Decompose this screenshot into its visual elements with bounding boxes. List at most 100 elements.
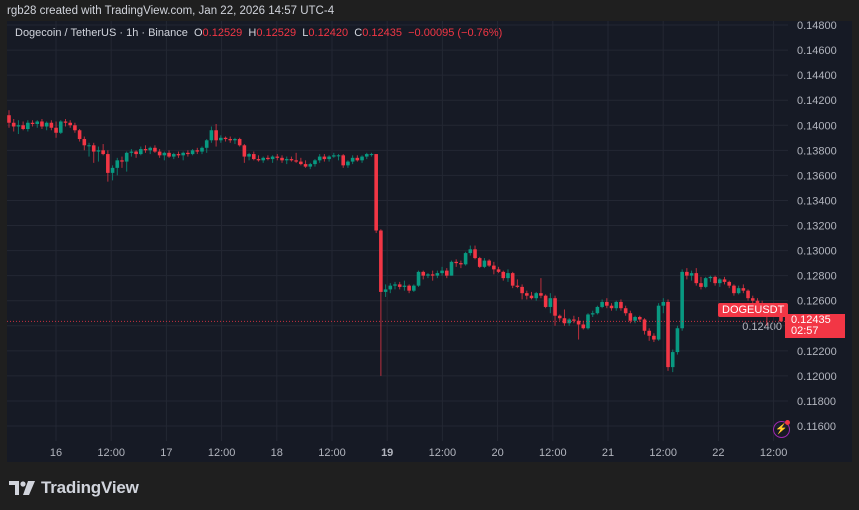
candle-down [529, 295, 534, 299]
candle-up [383, 289, 388, 292]
candle-up [614, 301, 619, 309]
candle-down [444, 270, 449, 276]
candle-up [393, 284, 397, 286]
candle-down [459, 263, 463, 265]
candle-down [289, 159, 294, 161]
candle-up [313, 160, 317, 165]
candle-up [416, 271, 421, 286]
candlestick-chart[interactable]: 0.14800 0.14600 0.14400 0.14200 0.14000 0.138… [7, 21, 852, 462]
candle-down [510, 273, 515, 286]
candle-down [576, 320, 581, 325]
time-axis-label: 21 [602, 447, 614, 459]
candle-down [341, 155, 346, 166]
candle-up [204, 140, 209, 148]
candle-down [40, 121, 44, 127]
candle-down [647, 330, 651, 336]
candle-up [463, 253, 468, 265]
candle-down [605, 301, 609, 306]
candle-up [35, 121, 40, 124]
time-axis-label: 12:00 [97, 447, 125, 459]
candle-down [266, 157, 270, 160]
candle-down [746, 290, 750, 299]
candle-down [77, 130, 82, 140]
candle-up [162, 152, 167, 156]
candle-down [299, 161, 303, 165]
candle-down [430, 274, 435, 276]
candle-up [115, 160, 120, 168]
candle-up [181, 152, 185, 156]
created-with-caption: rgb28 created with TradingView.com, Jan … [7, 5, 335, 17]
candle-up [44, 122, 49, 127]
candle-down [652, 335, 656, 340]
candle-up [656, 305, 661, 340]
candle-down [143, 149, 148, 151]
time-axis-label: 12:00 [649, 447, 677, 459]
lightning-bolt-icon[interactable]: ⚡ [773, 421, 790, 438]
candle-up [680, 271, 684, 329]
candle-down [501, 271, 506, 279]
candle-up [675, 328, 680, 353]
candle-up [600, 301, 604, 307]
candle-down [699, 283, 703, 287]
bar-countdown: 02:57 [791, 325, 819, 338]
candle-down [397, 284, 402, 287]
candle-down [539, 293, 543, 296]
chart-panel[interactable]: Dogecoin / TetherUS · 1h · Binance O 0.12… [7, 21, 852, 462]
low-value: 0.12420 [308, 27, 349, 39]
candle-down [637, 316, 642, 320]
price-axis-label: 0.13000 [797, 246, 837, 258]
price-axis-label: 0.12800 [797, 271, 837, 283]
candle-down [642, 319, 647, 331]
candle-down [374, 154, 378, 231]
candle-down [7, 115, 11, 123]
candle-up [388, 285, 393, 290]
price-axis-label: 0.14000 [797, 120, 837, 132]
price-axis-label: 0.13400 [797, 195, 837, 207]
candle-down [21, 125, 25, 130]
candle-down [454, 261, 458, 264]
candle-up [506, 273, 510, 279]
candle-down [628, 313, 633, 321]
candle-up [332, 155, 336, 157]
candle-up [633, 316, 637, 321]
candle-down [176, 154, 181, 156]
candle-down [379, 230, 383, 292]
candle-down [134, 151, 138, 155]
time-axis-label: 12:00 [539, 447, 567, 459]
candle-down [223, 137, 228, 140]
candle-down [623, 308, 628, 314]
open-label: O [193, 27, 203, 39]
price-axis-label: 0.14600 [797, 45, 837, 57]
candle-down [153, 147, 157, 152]
candle-up [449, 261, 454, 276]
symbol-title[interactable]: Dogecoin / TetherUS · 1h · Binance [15, 27, 188, 39]
candle-up [16, 125, 21, 127]
price-axis-label: 0.14400 [797, 70, 837, 82]
candle-down [11, 122, 16, 127]
candle-up [336, 155, 341, 157]
candle-up [317, 156, 322, 161]
price-axis-label: 0.12000 [797, 371, 837, 383]
candle-down [755, 300, 760, 305]
candle-up [736, 288, 741, 294]
candle-up [308, 164, 313, 167]
time-axis-label: 17 [160, 447, 172, 459]
change-value: −0.00095 (−0.76%) [408, 27, 503, 39]
candle-up [270, 156, 275, 160]
price-axis-label: 0.12400 [742, 321, 782, 333]
candle-up [369, 154, 374, 156]
candle-up [364, 154, 369, 157]
candle-down [355, 157, 360, 161]
candle-down [49, 122, 54, 128]
candle-down [572, 319, 576, 321]
candle-up [567, 319, 571, 324]
time-axis-label: 20 [491, 447, 503, 459]
candle-up [718, 279, 722, 284]
candle-down [214, 130, 218, 141]
brand-name: TradingView [41, 478, 139, 497]
candle-up [219, 137, 223, 141]
candle-up [435, 273, 440, 276]
candle-up [360, 156, 364, 161]
candle-down [473, 249, 477, 259]
candle-down [407, 285, 411, 291]
